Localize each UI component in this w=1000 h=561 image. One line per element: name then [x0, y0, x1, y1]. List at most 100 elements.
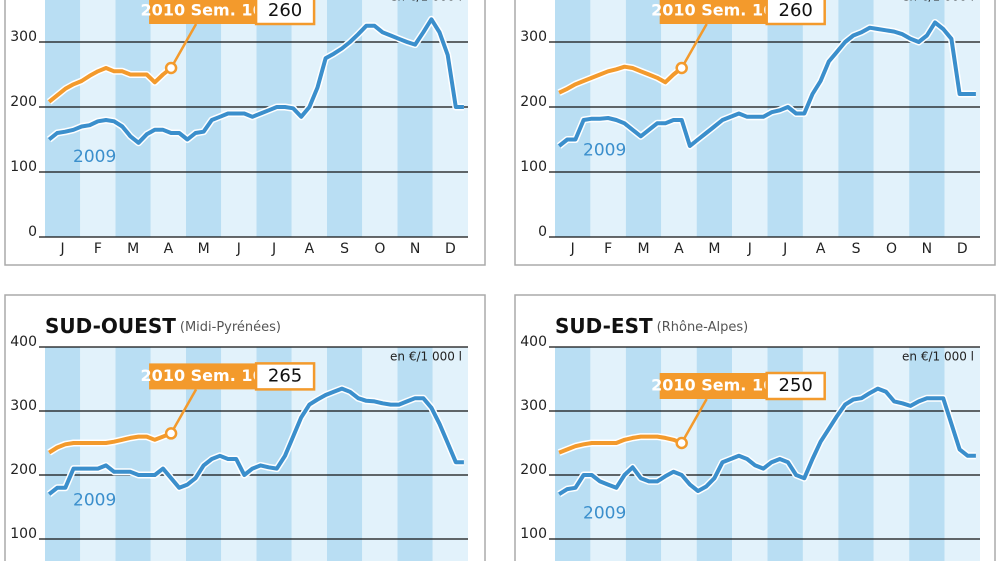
- chart-panel: J F M A M J J A S O N D 0 100 200 300 en €/1 000 l 2009 20…: [514, 0, 996, 266]
- x-tick-label: S: [852, 241, 861, 257]
- value-label: 250: [779, 375, 813, 396]
- value-label: 260: [268, 0, 302, 21]
- y-tick-label: 400: [520, 334, 547, 350]
- value-label: 260: [779, 0, 813, 21]
- month-stripe: [767, 0, 803, 237]
- x-tick-label: A: [305, 241, 315, 257]
- y-tick-label: 300: [10, 29, 37, 45]
- y-tick-label: 200: [520, 94, 547, 110]
- month-stripe: [397, 0, 433, 237]
- x-tick-label: D: [445, 241, 456, 257]
- y-tick-label: 200: [520, 462, 547, 478]
- unit-label: en €/1 000 l: [902, 350, 974, 364]
- annotation-connector: [680, 23, 708, 69]
- x-tick-label: M: [198, 241, 210, 257]
- series-line: [558, 434, 683, 455]
- x-tick-label: J: [60, 241, 65, 257]
- y-tick-label: 200: [10, 462, 37, 478]
- series-label: 2009: [583, 141, 626, 161]
- unit-label: en €/1 000 l: [902, 0, 974, 4]
- y-tick-label: 100: [10, 159, 37, 175]
- month-stripe: [115, 0, 151, 237]
- y-tick-label: 300: [520, 29, 547, 45]
- series-label: 2009: [73, 147, 116, 167]
- value-box: [765, 0, 826, 26]
- annotation-box: [149, 363, 257, 390]
- x-tick-label: J: [236, 241, 241, 257]
- y-tick-label: 100: [520, 526, 547, 542]
- annotation-box: [659, 373, 767, 399]
- month-stripe: [291, 0, 327, 237]
- point-marker: [675, 436, 688, 450]
- x-tick-label: J: [747, 241, 752, 257]
- panel-title: SUD-OUEST (Midi-Pyrénées): [45, 314, 281, 338]
- chart-panel: 100 200 300 400 SUD-OUEST (Midi-Pyrénées) en €…: [4, 294, 486, 561]
- annotation-connector: [169, 23, 198, 69]
- annotation-label: 2010 Sem. 16: [141, 1, 264, 20]
- y-tick-label: 200: [10, 94, 37, 110]
- annotation-label: 2010 Sem. 16: [141, 366, 264, 385]
- x-tick-label: M: [708, 241, 720, 257]
- value-label: 265: [268, 365, 302, 386]
- title-text: SUD-EST: [555, 314, 653, 338]
- x-tick-label: D: [957, 241, 968, 257]
- subtitle-text: (Rhône-Alpes): [657, 320, 749, 335]
- x-tick-label: N: [410, 241, 420, 257]
- point-marker: [164, 61, 178, 75]
- y-tick-label: 100: [520, 159, 547, 175]
- annotation-label: 2010 Sem. 16: [651, 376, 774, 395]
- x-tick-label: M: [127, 241, 139, 257]
- x-tick-label: O: [886, 241, 897, 257]
- x-tick-label: O: [374, 241, 385, 257]
- x-tick-label: N: [922, 241, 932, 257]
- unit-label: en €/1 000 l: [390, 0, 462, 4]
- value-box: [765, 371, 826, 401]
- month-stripe: [590, 347, 626, 561]
- annotation-box: [659, 0, 767, 24]
- x-tick-label: A: [816, 241, 826, 257]
- month-stripe: [115, 347, 151, 561]
- month-stripe: [802, 0, 839, 237]
- point-marker: [675, 61, 688, 75]
- series-line: [558, 64, 683, 95]
- unit-label: en €/1 000 l: [390, 350, 462, 364]
- series-label: 2009: [583, 503, 626, 523]
- month-stripe: [150, 0, 186, 237]
- x-tick-label: M: [637, 241, 649, 257]
- month-stripe: [873, 347, 910, 561]
- x-tick-label: F: [604, 241, 612, 257]
- y-tick-label: 400: [10, 334, 37, 350]
- series-line: [47, 386, 464, 496]
- month-stripe: [625, 0, 662, 237]
- annotation-box: [149, 0, 257, 24]
- x-tick-label: A: [674, 241, 684, 257]
- x-tick-label: S: [340, 241, 349, 257]
- month-stripe: [45, 0, 81, 237]
- y-tick-label: 0: [28, 224, 37, 240]
- series-line: [47, 66, 173, 104]
- x-tick-label: J: [570, 241, 575, 257]
- x-tick-label: A: [164, 241, 174, 257]
- month-stripe: [80, 347, 116, 561]
- value-box: [254, 0, 316, 26]
- subtitle-text: (Midi-Pyrénées): [180, 320, 281, 335]
- annotation-connector: [169, 388, 198, 435]
- x-tick-label: J: [782, 241, 787, 257]
- y-tick-label: 0: [538, 224, 547, 240]
- series-line: [558, 386, 976, 496]
- value-box: [254, 362, 316, 391]
- month-stripe: [362, 347, 398, 561]
- month-stripe: [625, 347, 662, 561]
- y-tick-label: 300: [520, 398, 547, 414]
- month-stripe: [256, 0, 292, 237]
- month-stripe: [838, 347, 874, 561]
- annotation-label: 2010 Sem. 16: [651, 1, 774, 20]
- x-tick-label: F: [94, 241, 102, 257]
- series-line: [557, 20, 976, 148]
- panel-title: SUD-EST (Rhône-Alpes): [555, 314, 748, 338]
- month-stripe: [909, 347, 945, 561]
- month-stripe: [873, 0, 910, 237]
- annotation-connector: [680, 398, 708, 444]
- title-text: SUD-OUEST: [45, 314, 176, 338]
